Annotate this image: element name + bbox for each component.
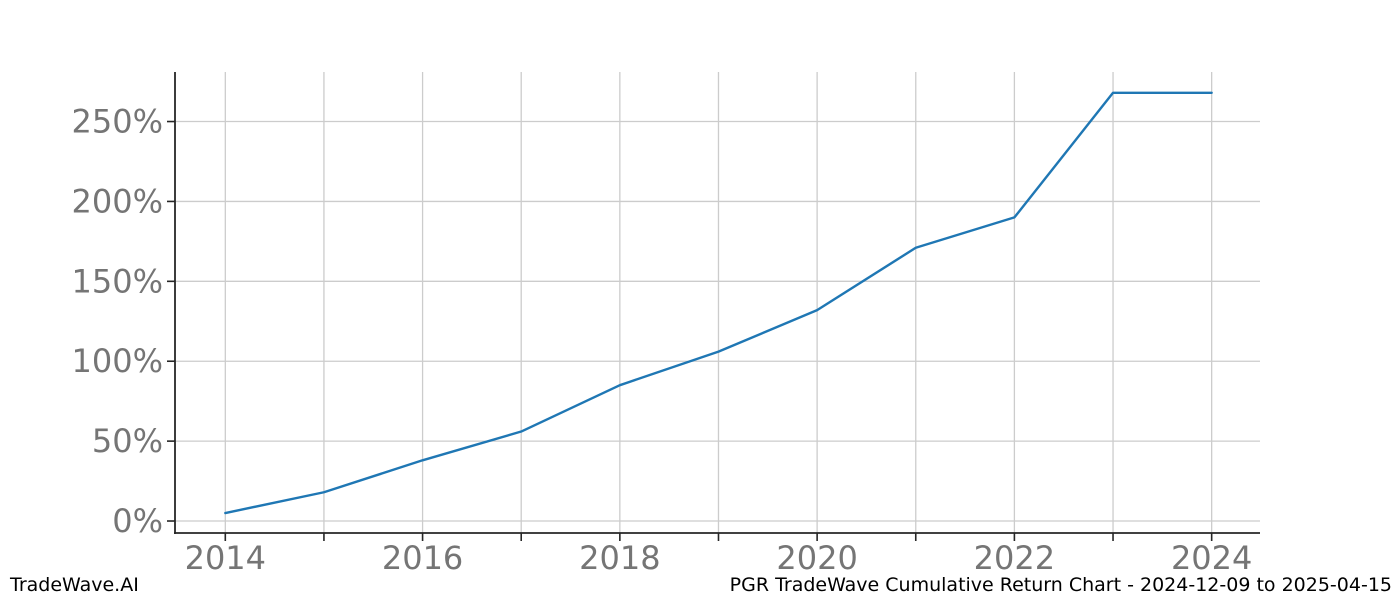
x-tick-label: 2014 bbox=[185, 539, 266, 577]
y-tick-label: 50% bbox=[92, 422, 163, 460]
y-tick-label: 0% bbox=[112, 502, 163, 540]
y-tick-label: 150% bbox=[72, 262, 163, 300]
y-tick-label: 200% bbox=[72, 182, 163, 220]
y-tick-label: 250% bbox=[72, 103, 163, 141]
x-tick-label: 2022 bbox=[974, 539, 1055, 577]
y-tick-label: 100% bbox=[72, 342, 163, 380]
chart-caption: PGR TradeWave Cumulative Return Chart - … bbox=[729, 574, 1392, 596]
x-tick-label: 2018 bbox=[579, 539, 660, 577]
x-tick-label: 2020 bbox=[776, 539, 857, 577]
brand-watermark: TradeWave.AI bbox=[10, 574, 139, 596]
chart-line bbox=[224, 91, 1213, 515]
x-tick-label: 2016 bbox=[382, 539, 463, 577]
x-tick-label: 2024 bbox=[1171, 539, 1252, 577]
